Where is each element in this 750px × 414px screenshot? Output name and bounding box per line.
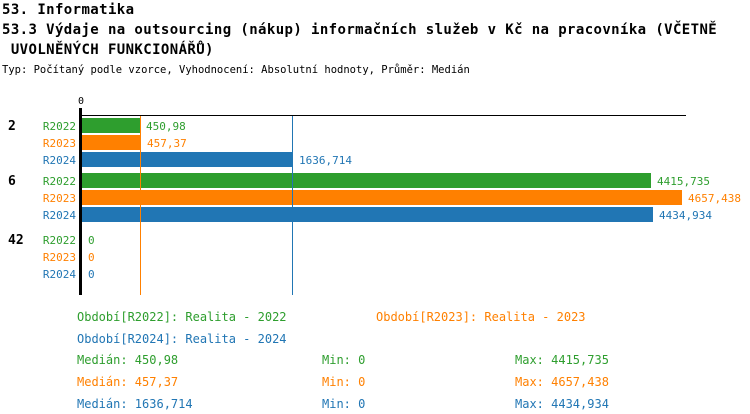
y-axis-line (79, 108, 82, 295)
chart-bar-r2023-group-6 (82, 190, 682, 205)
row-label-r2024-group-2: R2024 (42, 154, 76, 167)
stat-median-r2024: Medián: 1636,714 (77, 397, 193, 411)
chart-bar-r2022-group-6 (82, 173, 651, 188)
group-label-2: 2 (8, 119, 16, 134)
chart-title-line2: UVOLNĚNÝCH FUNKCIONÁŘŮ) (2, 42, 214, 58)
stat-min-r2023: Min: 0 (322, 375, 366, 389)
bar-value-label-r2022-group-42: 0 (88, 234, 95, 247)
chart-bar-r2024-group-6 (82, 207, 653, 222)
chart-meta-line: Typ: Počítaný podle vzorce, Vyhodnocení:… (2, 64, 470, 76)
median-line-r2023 (140, 116, 141, 295)
group-label-42: 42 (8, 233, 24, 248)
bar-value-label-r2023-group-42: 0 (88, 251, 95, 264)
bar-value-label-r2022-group-6: 4415,735 (657, 175, 710, 188)
row-label-r2022-group-2: R2022 (42, 120, 76, 133)
median-line-r2024 (292, 116, 293, 295)
stat-max-r2024: Max: 4434,934 (515, 397, 609, 411)
stat-min-r2022: Min: 0 (322, 353, 366, 367)
row-label-r2022-group-42: R2022 (42, 234, 76, 247)
chart-title-line1: 53.3 Výdaje na outsourcing (nákup) infor… (2, 22, 718, 38)
row-label-r2023-group-42: R2023 (42, 251, 76, 264)
row-label-r2024-group-42: R2024 (42, 268, 76, 281)
legend-item-r2023: Období[R2023]: Realita - 2023 (376, 310, 586, 324)
report-section-title: 53. Informatika (2, 2, 135, 18)
stat-max-r2022: Max: 4415,735 (515, 353, 609, 367)
stat-min-r2024: Min: 0 (322, 397, 366, 411)
bar-value-label-r2024-group-6: 4434,934 (659, 209, 712, 222)
bar-value-label-r2024-group-2: 1636,714 (299, 154, 352, 167)
bar-value-label-r2024-group-42: 0 (88, 268, 95, 281)
legend-item-r2022: Období[R2022]: Realita - 2022 (77, 310, 287, 324)
chart-bar-r2022-group-2 (82, 118, 140, 133)
stat-median-r2022: Medián: 450,98 (77, 353, 179, 367)
row-label-r2024-group-6: R2024 (42, 209, 76, 222)
row-label-r2022-group-6: R2022 (42, 175, 76, 188)
chart-bar-r2023-group-2 (82, 135, 141, 150)
row-label-r2023-group-6: R2023 (42, 192, 76, 205)
bar-value-label-r2023-group-6: 4657,438 (688, 192, 741, 205)
chart-bar-r2024-group-2 (82, 152, 293, 167)
stat-max-r2023: Max: 4657,438 (515, 375, 609, 389)
legend-item-r2024: Období[R2024]: Realita - 2024 (77, 332, 287, 346)
bar-value-label-r2023-group-2: 457,37 (147, 137, 187, 150)
bar-value-label-r2022-group-2: 450,98 (146, 120, 186, 133)
stat-median-r2023: Medián: 457,37 (77, 375, 179, 389)
x-axis-zero-tick-label: 0 (77, 96, 85, 107)
group-label-6: 6 (8, 174, 16, 189)
row-label-r2023-group-2: R2023 (42, 137, 76, 150)
x-axis-line (79, 115, 686, 116)
